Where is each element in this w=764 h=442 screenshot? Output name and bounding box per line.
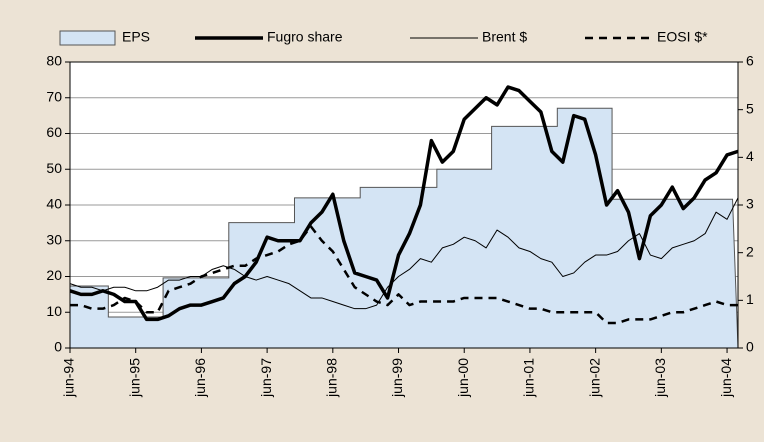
y-tick-label: 70: [46, 88, 62, 104]
y-tick-label: 0: [54, 339, 62, 355]
x-tick-label: jun-97: [258, 358, 274, 398]
y-tick-label: 40: [46, 196, 62, 212]
legend-swatch: [59, 30, 116, 46]
y2-tick-label: 5: [746, 100, 754, 116]
x-tick-label: jun-96: [192, 358, 208, 398]
line: [69, 85, 739, 322]
y-tick-label: 80: [46, 53, 62, 69]
x-tick-label: jun-03: [652, 358, 668, 398]
y2-tick-label: 6: [746, 53, 754, 69]
legend-label: EOSI $*: [657, 29, 708, 45]
plot-frame: [69, 61, 739, 349]
line: [70, 225, 738, 325]
legend-label: EPS: [122, 29, 150, 45]
y-tick-label: 50: [46, 160, 62, 176]
x-tick-label: jun-02: [586, 358, 602, 398]
line: [69, 197, 739, 310]
x-tick-label: jun-98: [324, 358, 340, 398]
x-tick-label: jun-95: [126, 358, 142, 398]
y2-tick-label: 1: [746, 291, 754, 307]
x-tick-label: jun-94: [61, 358, 77, 398]
y2-tick-label: 0: [746, 339, 754, 355]
x-tick-label: jun-99: [389, 358, 405, 398]
y-tick-label: 60: [46, 124, 62, 140]
y2-tick-label: 3: [746, 196, 754, 212]
y2-tick-label: 2: [746, 243, 754, 259]
legend-label: Fugro share: [267, 29, 343, 45]
y-tick-label: 30: [46, 231, 62, 247]
legend-label: Brent $: [482, 29, 527, 45]
y2-tick-label: 4: [746, 148, 754, 164]
x-tick-label: jun-04: [718, 358, 734, 398]
y-tick-label: 20: [46, 267, 62, 283]
x-tick-label: jun-01: [521, 358, 537, 398]
y-tick-label: 10: [46, 303, 62, 319]
x-tick-label: jun-00: [455, 358, 471, 398]
